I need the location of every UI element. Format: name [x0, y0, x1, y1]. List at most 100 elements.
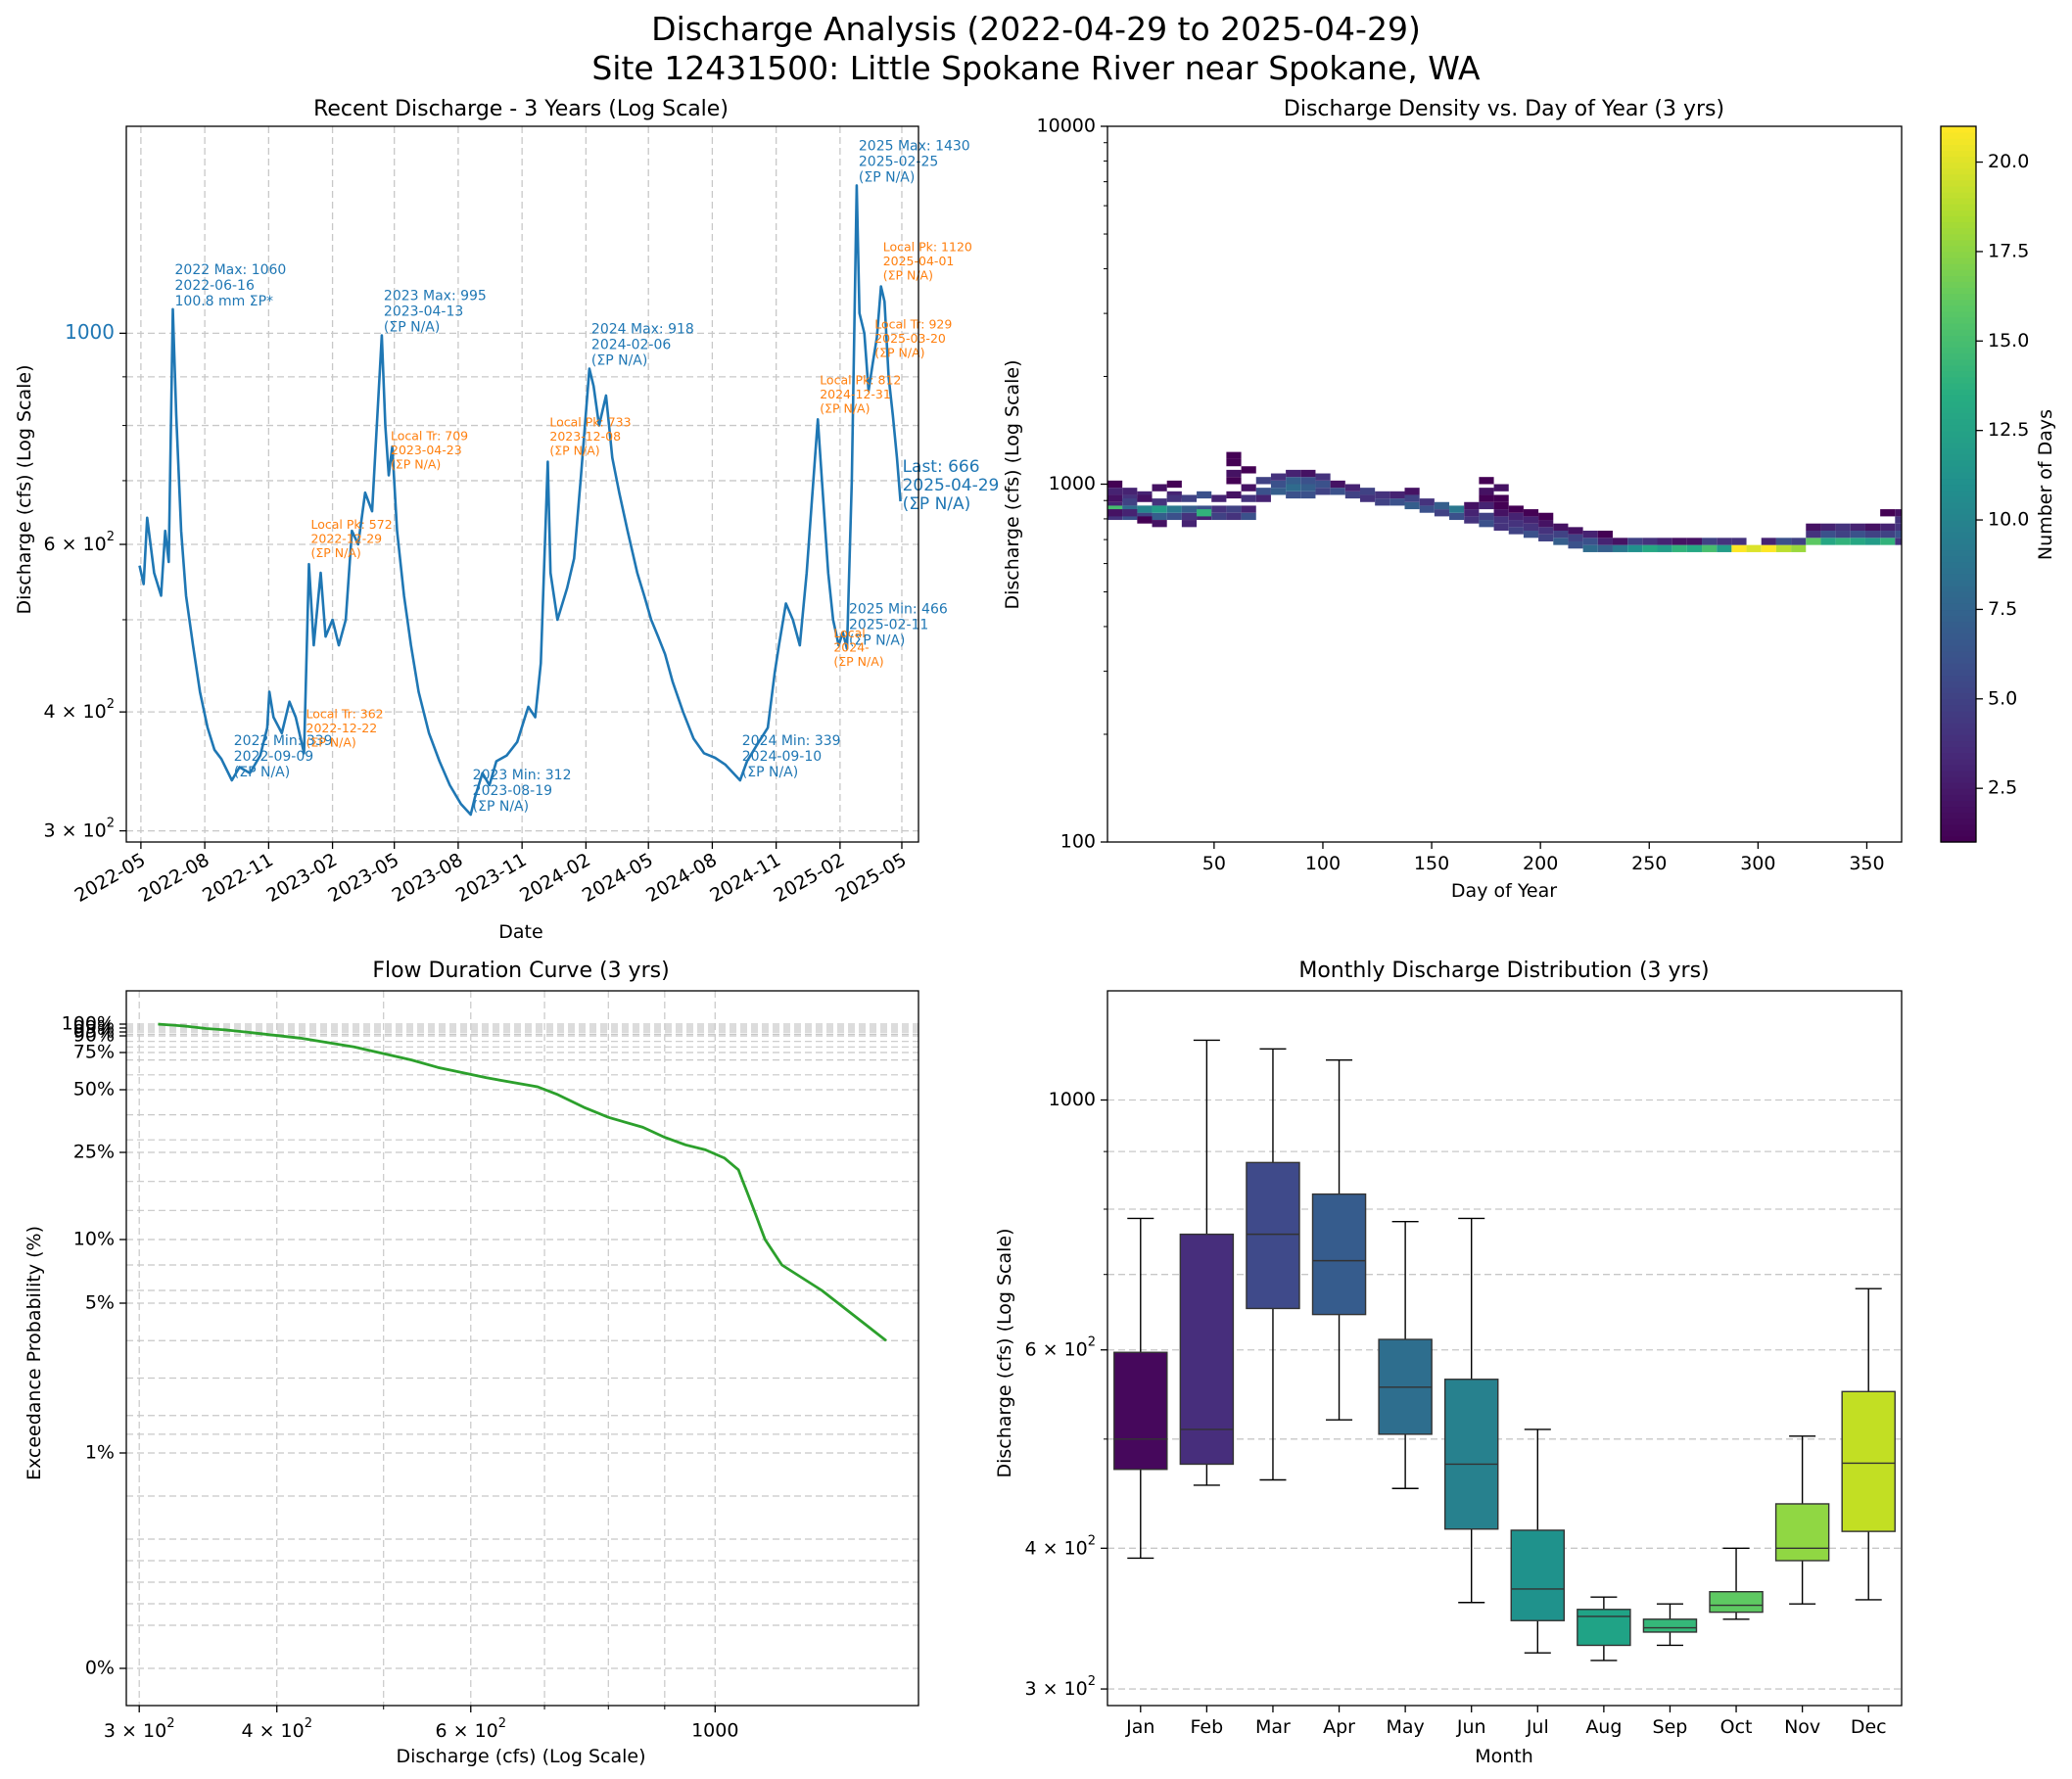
heatmap-cell: [1761, 538, 1776, 545]
annual-extreme-annotation: 2025 Max: 1430 2025-02-25 (ΣP N/A): [859, 138, 970, 185]
heatmap-cell: [1152, 512, 1167, 521]
colorbar-segment: [1941, 782, 1976, 789]
heatmap-cell: [1479, 494, 1494, 502]
fdc-ytick-label: 5%: [85, 1292, 115, 1314]
colorbar-segment: [1941, 710, 1976, 718]
month-box: [1577, 1609, 1631, 1647]
heatmap-cell: [1493, 523, 1509, 532]
ts-ytick-label: 4 × 102: [43, 697, 115, 723]
heatmap-cell: [1286, 469, 1301, 478]
colorbar-segment: [1941, 812, 1976, 819]
colorbar-segment: [1941, 251, 1976, 258]
heatmap-cell: [1330, 480, 1345, 489]
box-axes-frame: [1107, 990, 1903, 1707]
month-tick-label: Sep: [1653, 1716, 1688, 1738]
heatmap-cell: [1300, 469, 1316, 478]
colorbar-segment: [1941, 632, 1976, 640]
colorbar-segment: [1941, 644, 1976, 652]
box-ytick-label: 6 × 102: [1024, 1334, 1096, 1360]
fdc-title: Flow Duration Curve (3 yrs): [372, 959, 669, 983]
colorbar-segment: [1941, 430, 1976, 438]
hm-axes-frame: [1107, 125, 1903, 843]
colorbar-segment: [1941, 800, 1976, 808]
heatmap-cell: [1241, 484, 1256, 492]
heatmap-cell: [1166, 480, 1182, 489]
heatmap-cell: [1895, 531, 1902, 538]
heatmap-cell: [1359, 488, 1376, 495]
heatmap-cell: [1508, 505, 1524, 513]
heatmap-cell: [1553, 531, 1569, 538]
annual-extreme-annotation: 2024 Max: 918 2024-02-06 (ΣP N/A): [591, 321, 694, 368]
heatmap-cell: [1152, 498, 1167, 506]
colorbar-segment: [1941, 215, 1976, 223]
colorbar-segment: [1941, 382, 1976, 390]
ts-xtick-label: 2022-05: [71, 849, 150, 907]
annual-extreme-annotation: 2025 Min: 466 2025-02-11 (ΣP N/A): [849, 602, 948, 649]
heatmap-cell: [1895, 516, 1902, 524]
colorbar-segment: [1941, 472, 1976, 480]
heatmap-cell: [1464, 501, 1480, 510]
heatmap-cell: [1880, 538, 1896, 545]
heatmap-cell: [1538, 534, 1554, 541]
heatmap-cell: [1226, 458, 1242, 467]
hm-ytick-label: 1000: [1049, 473, 1096, 494]
colorbar-segment: [1941, 310, 1976, 318]
box-ylabel: Discharge (cfs) (Log Scale): [994, 1228, 1015, 1477]
heatmap-cell: [1479, 512, 1494, 521]
heatmap-cell: [1582, 538, 1598, 545]
heatmap-cell: [1449, 505, 1465, 513]
colorbar-segment: [1941, 167, 1976, 175]
heatmap-cell: [1211, 505, 1227, 513]
heatmap-cell: [1493, 484, 1509, 492]
heatmap-cell: [1152, 520, 1167, 528]
colorbar-segment: [1941, 352, 1976, 360]
heatmap-cell: [1895, 509, 1902, 517]
heatmap-ylabel: Discharge (cfs) (Log Scale): [1002, 359, 1023, 609]
annual-extreme-annotation: 2022 Max: 1060 2022-06-16 100.8 mm ΣP*: [175, 262, 287, 309]
colorbar-segment: [1941, 609, 1976, 617]
box-ytick-label: 3 × 102: [1024, 1674, 1096, 1700]
heatmap-cell: [1582, 544, 1598, 552]
heatmap-cell: [1137, 505, 1153, 513]
heatmap-cell: [1197, 491, 1212, 499]
colorbar-segment: [1941, 304, 1976, 312]
fdc-ytick-label: 25%: [73, 1142, 115, 1163]
month-box: [1443, 1379, 1499, 1530]
colorbar-segment: [1941, 412, 1976, 420]
ts-xtick-label: 2023-11: [452, 849, 531, 907]
month-box: [1311, 1193, 1367, 1316]
heatmap-cell: [1107, 505, 1123, 513]
heatmap-cell: [1434, 501, 1450, 510]
colorbar-segment: [1941, 490, 1976, 497]
heatmap-cell: [1880, 531, 1896, 538]
heatmap-cell: [1850, 538, 1865, 545]
month-tick-label: Feb: [1191, 1716, 1224, 1738]
heatmap-cell: [1270, 488, 1287, 495]
colorbar-tick-label: 5.0: [1988, 687, 2017, 709]
heatmap-cell: [1464, 516, 1480, 524]
colorbar-segment: [1941, 233, 1976, 241]
heatmap-cell: [1241, 494, 1256, 502]
colorbar-segment: [1941, 263, 1976, 270]
hm-xtick-label: 150: [1414, 853, 1449, 874]
heatmap-cell: [1820, 523, 1836, 532]
discharge-timeseries-panel: Recent Discharge - 3 Years (Log Scale) D…: [14, 97, 999, 943]
colorbar-segment: [1941, 185, 1976, 193]
heatmap-cell: [1315, 480, 1331, 489]
heatmap-cell: [1181, 494, 1198, 502]
last-value-annotation: Last: 666 2025-04-29 (ΣP N/A): [903, 457, 1000, 514]
fdc-axes-frame: [125, 990, 919, 1707]
annual-extreme-annotation: 2023 Min: 312 2023-08-19 (ΣP N/A): [473, 768, 572, 815]
heatmap-cell: [1300, 477, 1316, 485]
flow-duration-panel: Flow Duration Curve (3 yrs) Discharge (c…: [24, 959, 919, 1767]
timeseries-title: Recent Discharge - 3 Years (Log Scale): [313, 97, 729, 121]
heatmap-cell: [1434, 509, 1450, 517]
month-box: [1841, 1390, 1896, 1532]
heatmap-cell: [1538, 520, 1554, 528]
heatmap-cell: [1880, 509, 1896, 517]
heatmap-cell: [1181, 520, 1198, 528]
ts-xtick-label: 2025-05: [832, 849, 911, 907]
month-tick-label: Nov: [1784, 1716, 1820, 1738]
colorbar-segment: [1941, 173, 1976, 181]
